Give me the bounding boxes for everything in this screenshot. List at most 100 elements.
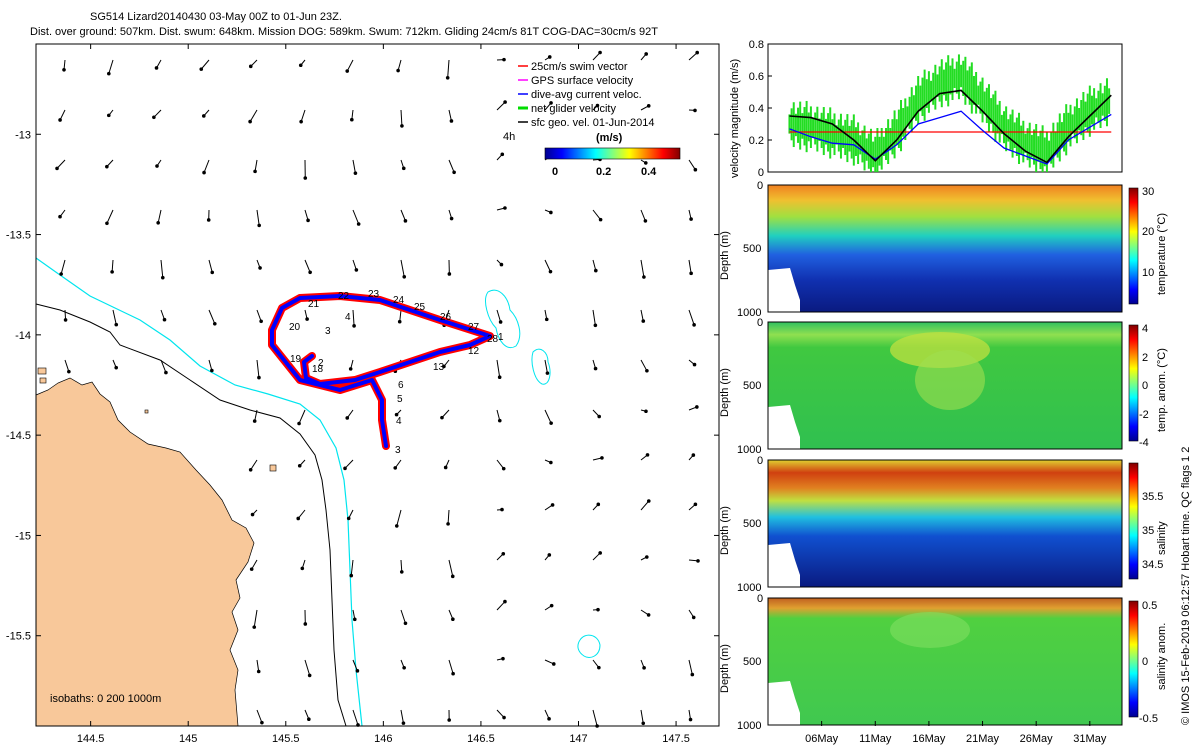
current-vector	[256, 709, 263, 723]
current-vector-head	[394, 524, 399, 528]
depth-tick: 0	[757, 593, 763, 605]
current-vector-head	[393, 466, 398, 470]
current-vector-head	[449, 119, 454, 123]
depth-tick: 1000	[737, 582, 761, 594]
current-vector-head	[503, 100, 507, 104]
current-vector	[496, 309, 502, 323]
cbar-tick: 10	[1142, 267, 1154, 279]
current-vector-head	[297, 463, 302, 468]
cbar-tick: 35.5	[1142, 491, 1163, 503]
current-vector-head	[689, 217, 693, 221]
map-y-tick-label: -14	[15, 330, 31, 342]
cbar-tick: -2	[1139, 409, 1149, 421]
current-vector	[400, 709, 404, 724]
current-vector-head	[401, 166, 406, 171]
map-x-tick-label: 146	[374, 733, 392, 745]
current-vector-head	[443, 465, 448, 470]
current-vector	[254, 409, 258, 422]
colorbar-tick: 0.2	[596, 166, 611, 178]
colorbar-title: (m/s)	[596, 132, 623, 144]
current-vector-head	[550, 503, 555, 507]
depth-label: Depth (m)	[719, 506, 731, 555]
cbar-tick: 0	[1142, 380, 1148, 392]
track-label: 19	[290, 354, 302, 365]
temperature-clabel: temperature (°C)	[1156, 213, 1168, 295]
current-vector-head	[105, 221, 109, 226]
colorbar-tick: 0.4	[641, 166, 657, 178]
current-vector	[106, 209, 114, 224]
current-vector-head	[598, 50, 602, 55]
current-vector-head	[106, 113, 111, 118]
current-vector-head	[355, 669, 360, 673]
depth-tick: 500	[743, 380, 761, 392]
current-vector	[60, 259, 66, 275]
current-vector-head	[248, 64, 253, 69]
current-vector-head	[248, 119, 252, 124]
copyright-note: © IMOS 15-Feb-2019 06:12:57 Hobart time.…	[1180, 447, 1192, 725]
current-vector	[640, 359, 648, 372]
current-vector-head	[688, 717, 693, 722]
salinity-field	[768, 460, 1122, 587]
glider-track	[268, 292, 494, 450]
current-vector-head	[55, 166, 59, 171]
current-vector-head	[548, 269, 553, 274]
depth-tick: 1000	[737, 307, 761, 319]
current-vector-head	[445, 76, 450, 80]
track-label: 13	[433, 362, 445, 373]
current-vector	[256, 359, 260, 378]
current-vector	[111, 259, 114, 272]
current-vector-head	[498, 320, 503, 324]
current-vector	[304, 259, 311, 273]
current-vector	[200, 59, 210, 70]
track-label: 12	[468, 346, 480, 357]
current-vector-head	[549, 603, 554, 608]
current-vector-head	[503, 206, 507, 210]
current-vector-head	[305, 317, 309, 321]
current-vector-head	[248, 467, 253, 472]
current-vector-head	[642, 275, 646, 279]
current-vector-head	[600, 456, 604, 460]
current-vector	[688, 159, 696, 170]
depth-tick: 0	[757, 317, 763, 329]
velocity-y-tick-label: 0.4	[749, 103, 764, 115]
colorbar-tick: 0	[552, 166, 558, 178]
current-vector-head	[345, 416, 350, 420]
current-vector-head	[692, 323, 696, 327]
current-vector-head	[345, 69, 350, 73]
map-legend: 25cm/s swim vector GPS surface velocity …	[503, 61, 681, 178]
current-vector-head	[497, 375, 502, 379]
current-vector-head	[402, 274, 407, 279]
scale-label-4h: 4h	[503, 131, 515, 143]
track-label: 26	[440, 312, 452, 323]
current-vector-head	[67, 369, 71, 374]
map-x-tick-label: 147	[569, 733, 587, 745]
time-tick-label: 06May	[805, 733, 839, 745]
current-vector-head	[206, 218, 211, 222]
current-vector-head	[352, 324, 356, 328]
track-label: 24	[393, 295, 405, 306]
current-vector-head	[596, 502, 601, 507]
current-vector	[157, 209, 162, 223]
current-vector-head	[210, 270, 215, 275]
current-vector-head	[693, 502, 698, 507]
current-vector-head	[693, 108, 697, 113]
current-vector-head	[689, 271, 693, 276]
current-vector-head	[354, 268, 359, 272]
current-vector-head	[162, 317, 167, 322]
current-vector-head	[152, 115, 156, 120]
temp-anomaly-colorbar	[1128, 324, 1139, 442]
map-x-tick-label: 146.5	[467, 733, 495, 745]
velocity-y-tick-label: 0.2	[749, 135, 764, 147]
current-vector-head	[547, 553, 552, 557]
current-vector	[400, 609, 406, 624]
current-vector	[400, 209, 406, 222]
map-x-tick-label: 145.5	[272, 733, 300, 745]
current-vector	[208, 359, 213, 371]
current-vector-head	[693, 167, 698, 172]
time-tick-label: 26May	[1020, 733, 1054, 745]
current-vector-head	[300, 566, 305, 571]
small-islands	[37, 367, 277, 472]
current-vector-head	[396, 68, 400, 73]
cbar-tick: 35	[1142, 525, 1154, 537]
current-vector	[298, 409, 306, 424]
